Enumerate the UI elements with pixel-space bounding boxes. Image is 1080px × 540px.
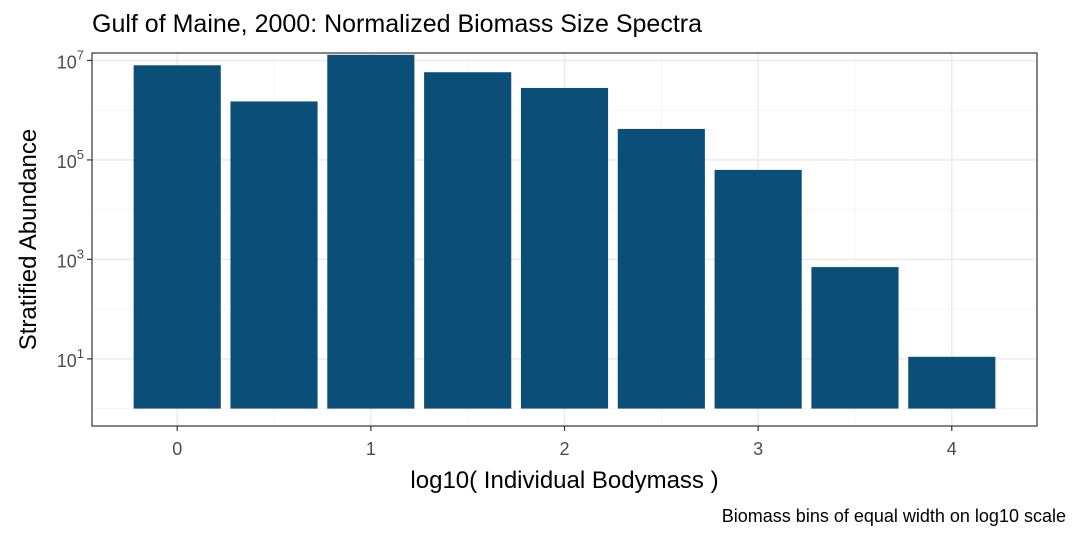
y-tick-label: 101 xyxy=(57,346,84,371)
x-tick-label: 0 xyxy=(172,439,182,459)
axes: 0 1 2 3 4 101 103 105 107 xyxy=(57,47,957,459)
y-tick-label: 107 xyxy=(57,47,84,72)
bar xyxy=(230,101,318,409)
bar xyxy=(617,128,705,409)
y-tick-label: 103 xyxy=(57,246,84,271)
bar xyxy=(714,169,802,409)
bar xyxy=(908,356,996,409)
y-axis-label: Stratified Abundance xyxy=(15,129,42,351)
bars xyxy=(133,54,996,409)
x-tick-label: 4 xyxy=(947,439,957,459)
x-tick-label: 1 xyxy=(366,439,376,459)
chart-caption: Biomass bins of equal width on log10 sca… xyxy=(721,506,1066,526)
bar xyxy=(811,267,899,409)
bar xyxy=(327,54,415,409)
x-axis-label: log10( Individual Bodymass ) xyxy=(410,467,718,494)
x-tick-label: 3 xyxy=(753,439,763,459)
chart-title: Gulf of Maine, 2000: Normalized Biomass … xyxy=(92,10,702,38)
x-tick-label: 2 xyxy=(559,439,569,459)
bar xyxy=(520,87,609,409)
bar xyxy=(133,65,221,409)
bar xyxy=(424,72,512,409)
y-tick-label: 105 xyxy=(57,147,84,172)
